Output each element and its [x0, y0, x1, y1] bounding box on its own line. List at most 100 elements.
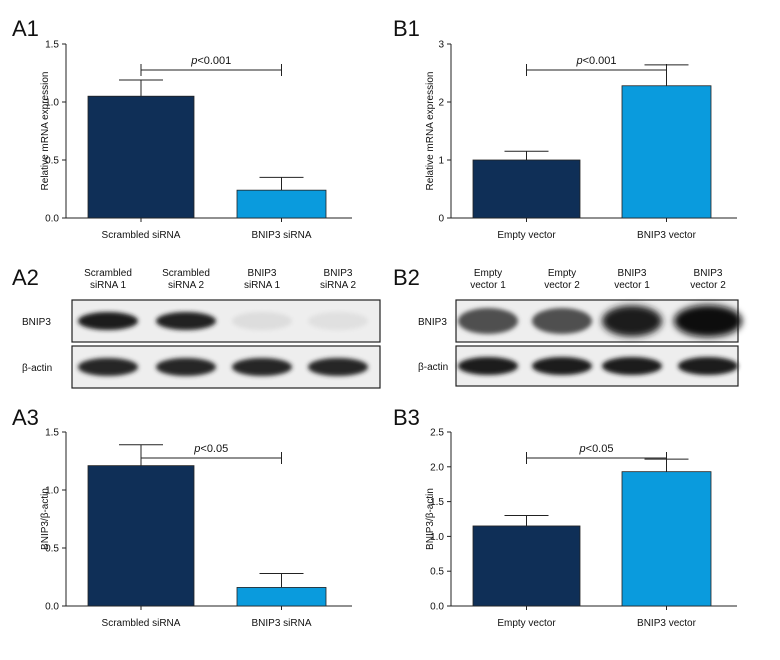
panel-label-a1: A1 — [12, 16, 39, 41]
significance-value: <0.001 — [583, 55, 617, 67]
panel-label-b3: B3 — [393, 405, 420, 430]
blot-band — [602, 305, 662, 337]
chart-a3: 0.0 0.5 1.0 1.5 BNIP3/β-actin Scrambled siRNA… — [40, 428, 352, 629]
y-tick-label: 1.5 — [430, 497, 444, 508]
lane-label-line: BNIP3 — [694, 268, 723, 279]
bar-1 — [472, 159, 581, 219]
row-label: BNIP3 — [22, 317, 51, 328]
significance-label: p<0.001 — [575, 55, 616, 67]
bar-charts: 0.0 0.5 1.0 1.5 Relative mRNA expression Scra… — [40, 40, 737, 629]
bar-1 — [472, 525, 581, 607]
y-axis-label: BNIP3/β-actin — [40, 488, 51, 550]
blot-band — [308, 358, 368, 376]
y-tick-label: 0.0 — [45, 214, 59, 225]
lane-label-line: vector 2 — [690, 280, 726, 291]
category-label: BNIP3 vector — [637, 618, 697, 629]
y-axis-label: Relative mRNA expression — [40, 72, 51, 191]
category-label: Scrambled siRNA — [102, 618, 181, 629]
bar-2 — [236, 189, 327, 219]
significance-prefix: p — [190, 55, 197, 67]
y-tick-label: 1.0 — [45, 486, 59, 497]
panel-label-a3: A3 — [12, 405, 39, 430]
bar-1 — [87, 465, 195, 607]
y-tick-label: 2 — [438, 98, 444, 109]
panel-label-b1: B1 — [393, 16, 420, 41]
category-label: BNIP3 siRNA — [251, 618, 311, 629]
y-tick-label: 1 — [438, 156, 444, 167]
category-label: BNIP3 vector — [637, 230, 697, 241]
lane-label-line: siRNA 2 — [320, 280, 357, 291]
lane-label: Scrambled siRNA 2 — [162, 268, 210, 291]
y-tick-label: 0.0 — [45, 602, 59, 613]
y-axis-label: BNIP3/β-actin — [425, 488, 436, 550]
row-label: BNIP3 — [418, 317, 447, 328]
blot-band — [308, 312, 368, 330]
category-label: Scrambled siRNA — [102, 230, 181, 241]
lane-label-line: Scrambled — [162, 268, 210, 279]
significance-value: <0.05 — [586, 443, 614, 455]
lane-label-line: Scrambled — [84, 268, 132, 279]
y-tick-label: 0.0 — [430, 602, 444, 613]
lane-label-line: vector 1 — [470, 280, 506, 291]
lane-label-line: BNIP3 — [618, 268, 647, 279]
lane-label: BNIP3 siRNA 1 — [244, 268, 281, 291]
y-tick-label: 0.5 — [45, 544, 59, 555]
blot-band — [232, 312, 292, 330]
y-tick-label: 2.0 — [430, 462, 444, 473]
y-axis-label: Relative mRNA expression — [425, 72, 436, 191]
lane-label: Empty vector 2 — [544, 268, 580, 291]
significance-label: p<0.05 — [579, 443, 614, 455]
y-tick-label: 0 — [438, 214, 444, 225]
blot-band — [602, 357, 662, 375]
lane-label: BNIP3 siRNA 2 — [320, 268, 357, 291]
significance-value: <0.05 — [200, 443, 228, 455]
y-tick-label: 0.5 — [430, 567, 444, 578]
blot-band — [156, 358, 216, 376]
y-tick-label: 0.5 — [45, 156, 59, 167]
bar-2 — [236, 587, 327, 607]
blot-band — [458, 308, 518, 334]
blot-band — [78, 312, 138, 330]
lane-label: Empty vector 1 — [470, 268, 506, 291]
significance-label: p<0.001 — [190, 55, 231, 67]
lane-label-line: Empty — [548, 268, 576, 279]
category-label: Empty vector — [497, 618, 556, 629]
lane-label: BNIP3 vector 2 — [690, 268, 726, 291]
y-tick-label: 3 — [438, 40, 444, 51]
lane-label-line: siRNA 1 — [244, 280, 281, 291]
blot-band — [532, 357, 592, 375]
lane-label-line: vector 1 — [614, 280, 650, 291]
lane-label-line: Empty — [474, 268, 502, 279]
y-tick-label: 2.5 — [430, 428, 444, 439]
lane-label-line: BNIP3 — [324, 268, 353, 279]
blot-band — [674, 305, 742, 337]
lane-label-line: siRNA 2 — [168, 280, 205, 291]
blot-band — [532, 308, 592, 334]
y-tick-label: 1.5 — [45, 428, 59, 439]
lane-label-line: siRNA 1 — [90, 280, 127, 291]
y-tick-label: 1.0 — [430, 532, 444, 543]
panel-label-a2: A2 — [12, 265, 39, 290]
lane-label: BNIP3 vector 1 — [614, 268, 650, 291]
lane-label-line: BNIP3 — [248, 268, 277, 279]
bar-2 — [621, 471, 712, 607]
panel-label-b2: B2 — [393, 265, 420, 290]
significance-prefix: p — [193, 443, 200, 455]
blot-band — [78, 358, 138, 376]
row-label: β-actin — [22, 363, 52, 374]
significance-value: <0.001 — [197, 55, 231, 67]
significance-label: p<0.05 — [193, 443, 228, 455]
bar-1 — [87, 95, 195, 219]
category-label: BNIP3 siRNA — [251, 230, 311, 241]
blot-band — [156, 312, 216, 330]
bar-2 — [621, 85, 712, 219]
y-tick-label: 1.5 — [45, 40, 59, 51]
y-tick-label: 1.0 — [45, 98, 59, 109]
lane-label-line: vector 2 — [544, 280, 580, 291]
chart-b3: 0.0 0.5 1.0 1.5 2.0 2.5 BNIP3/β-actin Empty vec… — [425, 428, 737, 629]
lane-label: Scrambled siRNA 1 — [84, 268, 132, 291]
